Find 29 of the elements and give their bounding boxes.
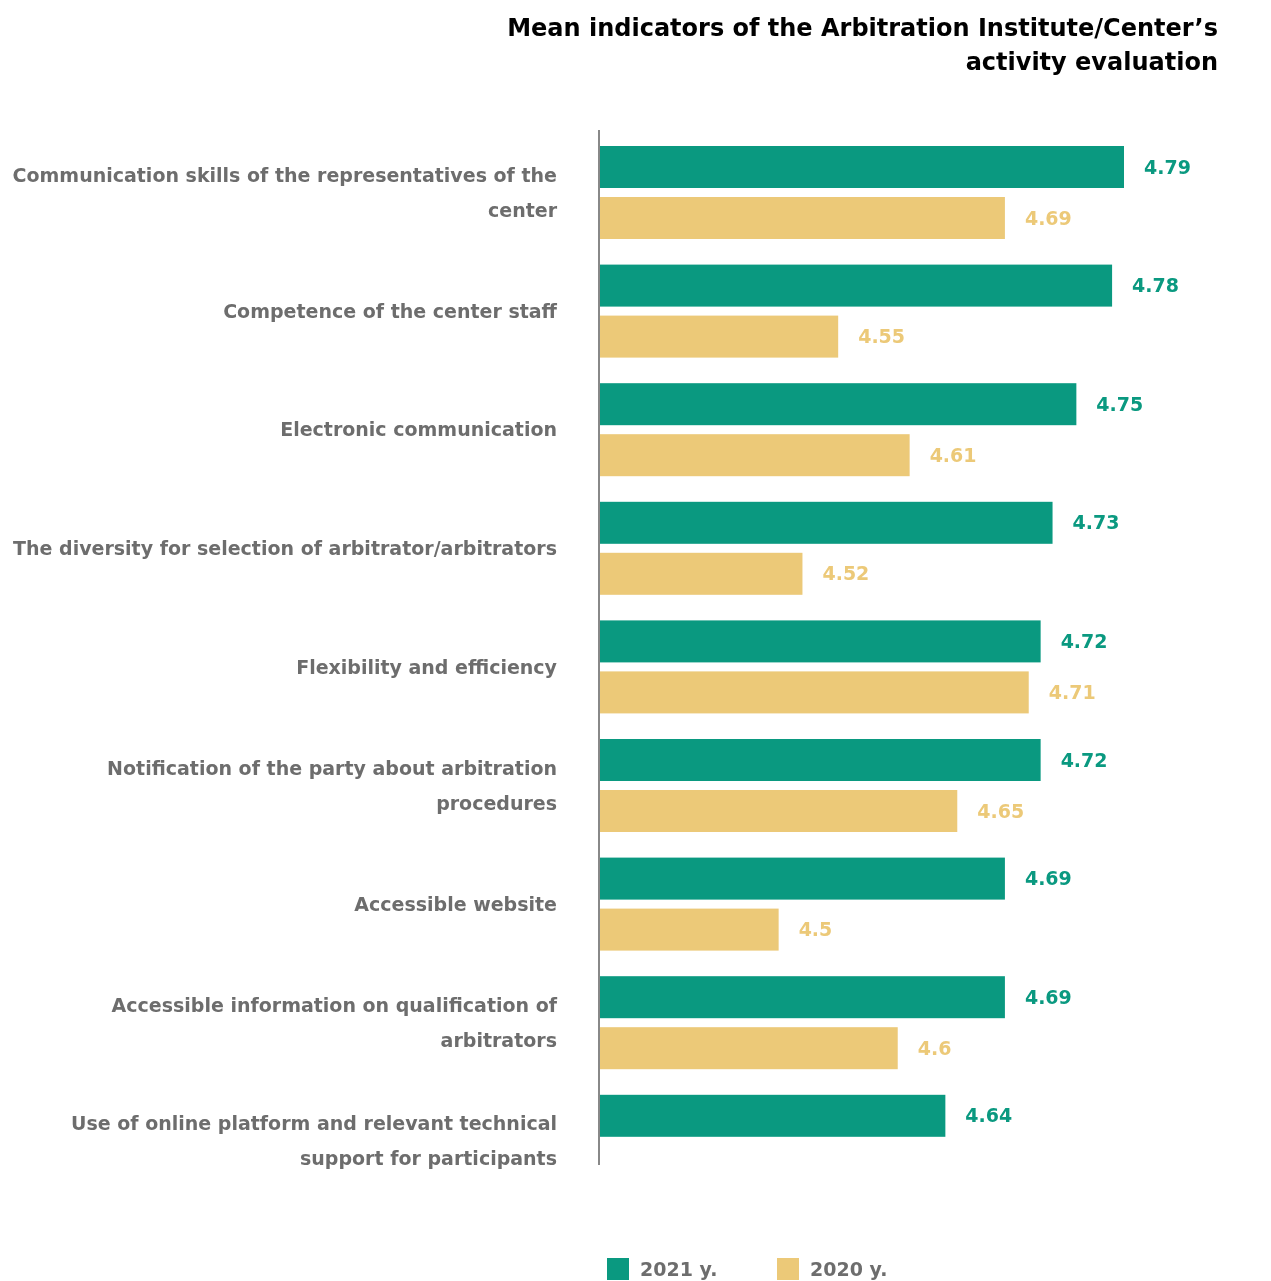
- data-label: 4.6: [917, 1036, 952, 1059]
- y-tick-label: Use of online platform and relevant technical support for participants: [71, 1112, 557, 1170]
- data-label: 4.75: [1096, 392, 1144, 415]
- chart-title: Mean indicators of the Arbitration Institute/Center’s activity evaluation: [507, 14, 1218, 76]
- legend-label: 2020 y.: [810, 1257, 888, 1280]
- data-label: 4.73: [1072, 511, 1120, 534]
- data-label: 4.78: [1132, 274, 1179, 297]
- y-tick-label: Electronic communication: [280, 418, 557, 441]
- data-label: 4.69: [1024, 867, 1072, 890]
- y-tick-label: The diversity for selection of arbitrator/arbitrators: [13, 536, 557, 559]
- y-tick-label: Competence of the center staff: [223, 299, 558, 322]
- data-label: 4.52: [822, 562, 870, 585]
- data-label: 4.65: [977, 799, 1025, 822]
- y-tick-label: Accessible website: [354, 892, 557, 915]
- data-label: 4.5: [798, 918, 833, 941]
- data-label: 4.69: [1024, 985, 1072, 1008]
- y-tick-label: Flexibility and efficiency: [296, 655, 558, 678]
- data-label: 4.79: [1144, 155, 1191, 178]
- data-label: 4.64: [965, 1104, 1013, 1127]
- data-label: 4.72: [1060, 630, 1108, 653]
- data-label: 4.55: [858, 325, 906, 348]
- data-label: 4.69: [1024, 206, 1072, 229]
- data-label: 4.72: [1060, 748, 1108, 771]
- data-label: 4.71: [1048, 681, 1096, 704]
- y-tick-label: Communication skills of the representatives of the center: [12, 163, 558, 221]
- y-tick-label: Accessible information on qualification of arbitrators: [111, 993, 558, 1051]
- y-tick-label: Notification of the party about arbitration procedures: [107, 756, 557, 814]
- legend-label: 2021 y.: [640, 1257, 718, 1280]
- data-label: 4.61: [929, 443, 977, 466]
